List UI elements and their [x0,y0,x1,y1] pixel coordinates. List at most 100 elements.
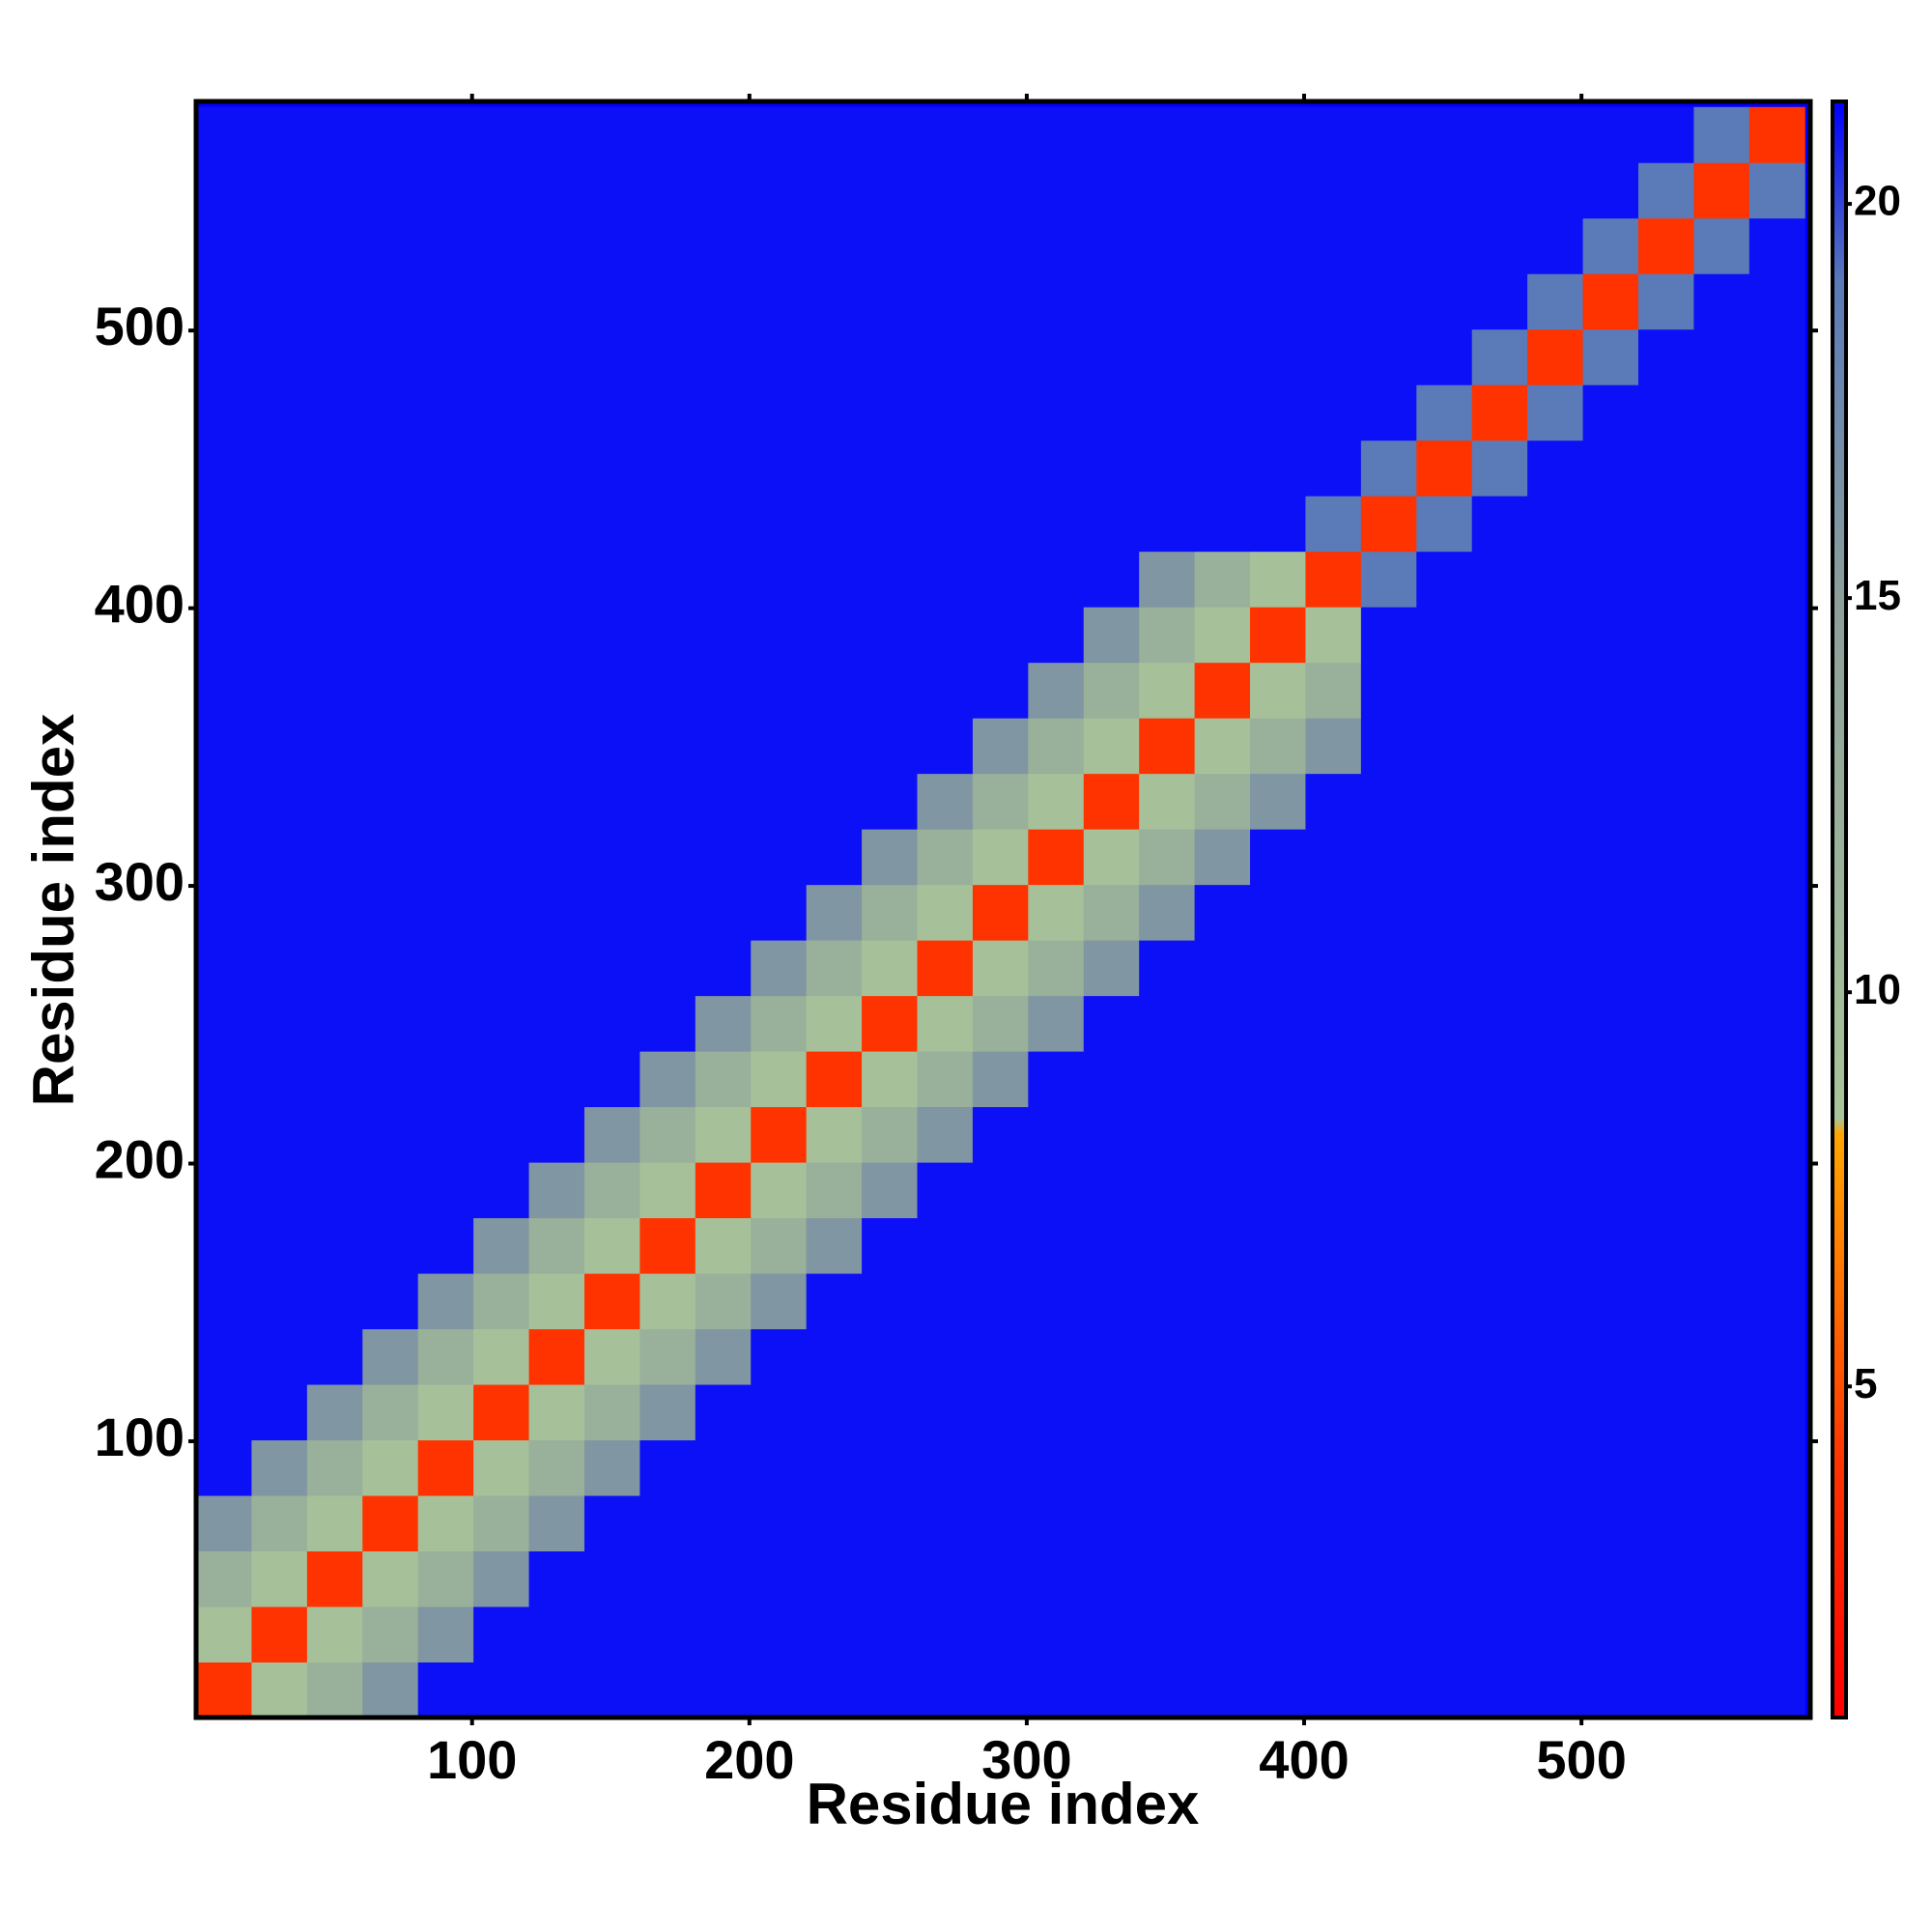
heatmap-cell [1471,1606,1528,1663]
heatmap-cell [1028,1162,1085,1219]
heatmap-cell [1194,1106,1251,1163]
heatmap-cell [1527,1550,1584,1607]
heatmap-cell [917,940,974,997]
heatmap-cell [1083,217,1140,274]
heatmap-cell [1194,328,1251,385]
heatmap-cell [806,1217,863,1274]
heatmap-cell [1471,607,1528,664]
heatmap-cell [1250,1328,1306,1385]
heatmap-cell [1360,162,1417,219]
heatmap-cell [583,829,640,886]
heatmap-cell [1471,1051,1528,1108]
heatmap-cell [583,1328,640,1385]
heatmap-cell [362,1662,419,1719]
heatmap-cell [862,328,918,385]
heatmap-cell [1194,1550,1251,1607]
heatmap-cell [1083,1106,1140,1163]
heatmap-cell [806,829,863,886]
heatmap-cell [306,718,363,775]
heatmap-cell [583,1662,640,1719]
heatmap-cell [417,995,474,1052]
heatmap-cell [473,773,530,830]
heatmap-cell [695,1495,752,1552]
heatmap-cell [1416,551,1473,608]
heatmap-cell [1250,551,1306,608]
heatmap-cell [1471,940,1528,997]
heatmap-cell [1637,1162,1694,1219]
heatmap-cell [1748,1439,1805,1496]
heatmap-cell [1527,1273,1584,1330]
heatmap-cell [1305,273,1362,330]
heatmap-cell [417,496,474,553]
heatmap-cell [251,1217,308,1274]
heatmap-cell [1360,1051,1417,1108]
heatmap-cell [196,384,252,441]
heatmap-cell [751,273,808,330]
heatmap-cell [528,718,585,775]
heatmap-cell [306,1384,363,1441]
heatmap-cell [862,829,918,886]
heatmap-cell [1360,1662,1417,1719]
heatmap-cell [1083,1162,1140,1219]
heatmap-cell [1305,1162,1362,1219]
heatmap-cell [417,1606,474,1663]
heatmap-cell [196,1439,252,1496]
heatmap-cell [1471,1162,1528,1219]
heatmap-cell [1637,1495,1694,1552]
heatmap-cell [917,1217,974,1274]
heatmap-cell [1360,607,1417,664]
heatmap-cell [862,1217,918,1274]
heatmap-cell [1582,440,1639,497]
heatmap-cell [196,440,252,497]
heatmap-cell [583,1439,640,1496]
heatmap-cell [1083,1439,1140,1496]
heatmap-cell [639,1217,696,1274]
heatmap-cell [1194,496,1251,553]
heatmap-cell [1139,995,1196,1052]
heatmap-cell [1416,1550,1473,1607]
heatmap-cell [1637,1384,1694,1441]
heatmap-cell [972,328,1029,385]
heatmap-cell [528,940,585,997]
heatmap-cell [528,1662,585,1719]
heatmap-cell [1693,884,1750,941]
heatmap-cell [917,718,974,775]
heatmap-cell [806,1439,863,1496]
heatmap-cell [1693,995,1750,1052]
heatmap-cell [695,662,752,719]
heatmap-cell [806,440,863,497]
heatmap-cell [639,829,696,886]
heatmap-cell [751,1051,808,1108]
heatmap-cell [862,1550,918,1607]
heatmap-cell [1305,217,1362,274]
heatmap-cell [806,162,863,219]
heatmap-cell [751,773,808,830]
heatmap-cell [1637,384,1694,441]
heatmap-cell [417,662,474,719]
heatmap-cell [1582,1106,1639,1163]
heatmap-cell [751,1495,808,1552]
heatmap-cell [1582,1439,1639,1496]
heatmap-cell [806,106,863,163]
heatmap-cell [1748,273,1805,330]
heatmap-cell [1693,607,1750,664]
heatmap-cell [1416,1051,1473,1108]
heatmap-cell [417,607,474,664]
heatmap-cell [1471,1550,1528,1607]
heatmap-cell [1416,884,1473,941]
heatmap-cell [1250,496,1306,553]
heatmap-cell [1360,1606,1417,1663]
heatmap-cell [528,1439,585,1496]
heatmap-cell [1194,1162,1251,1219]
heatmap-cell [1139,829,1196,886]
heatmap-cell [1527,1662,1584,1719]
heatmap-cell [806,1495,863,1552]
heatmap-cell [751,496,808,553]
heatmap-cell [473,384,530,441]
heatmap-cell [473,1217,530,1274]
heatmap-cell [972,496,1029,553]
heatmap-cell [528,551,585,608]
heatmap-cell [1083,328,1140,385]
heatmap-cell [1748,1495,1805,1552]
heatmap-cell [639,607,696,664]
